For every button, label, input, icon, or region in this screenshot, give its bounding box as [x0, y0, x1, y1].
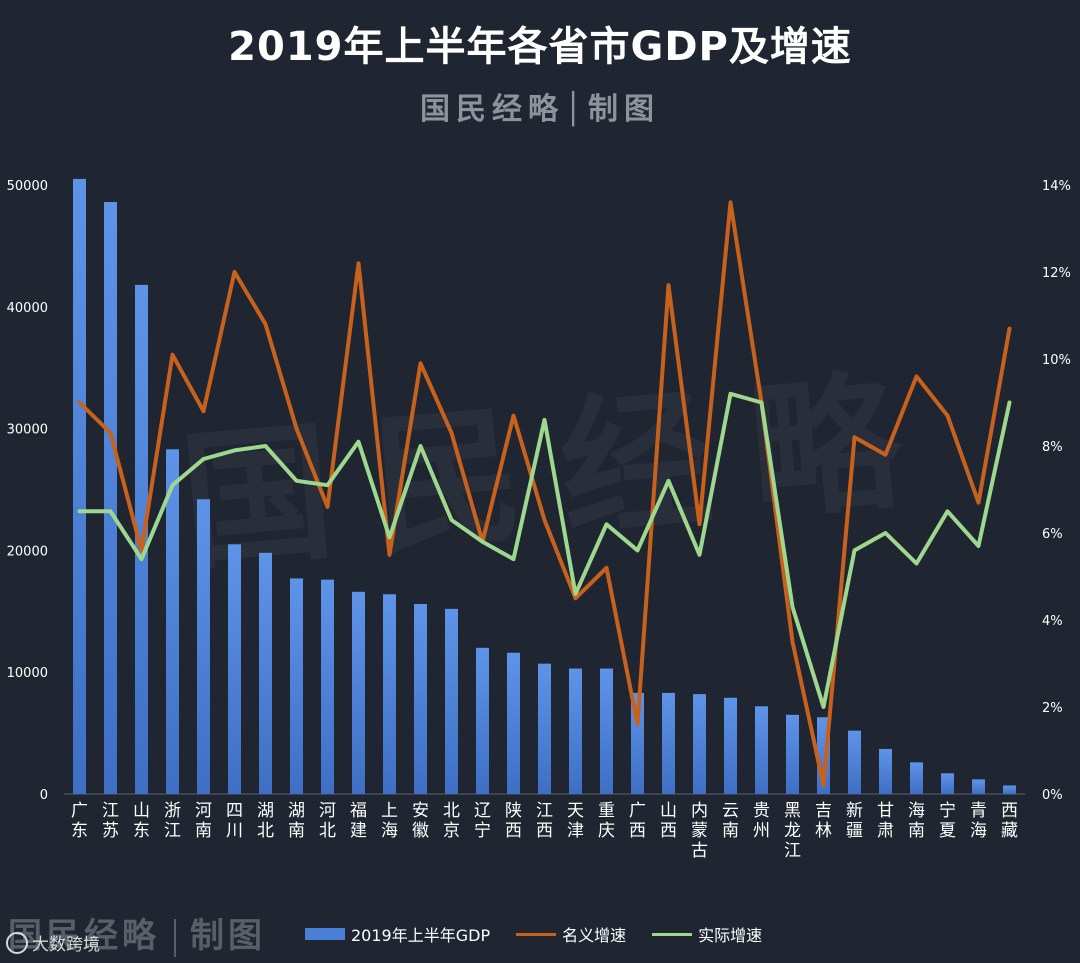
left-axis-tick-label: 50000: [7, 179, 48, 194]
x-axis-category-label: 贵州: [753, 801, 770, 841]
gdp-bar: [197, 499, 210, 794]
right-axis-tick-label: 4%: [1042, 614, 1063, 629]
right-axis-tick-label: 8%: [1042, 440, 1063, 455]
x-axis-category-label: 山西: [660, 801, 677, 841]
gdp-bar: [724, 697, 737, 794]
right-axis-tick-label: 10%: [1042, 353, 1071, 368]
gdp-bar: [879, 748, 892, 794]
x-axis-category-label: 江西: [536, 801, 553, 841]
x-axis-category-label: 陕西: [505, 801, 522, 841]
x-axis-category-label: 云南: [722, 801, 739, 841]
x-axis-category-label: 山东: [133, 801, 150, 841]
gdp-bar: [445, 608, 458, 794]
left-axis-tick-label: 40000: [7, 301, 48, 316]
right-axis-tick-label: 12%: [1042, 266, 1071, 281]
legend-item-real: 实际增速: [652, 922, 762, 946]
source-logo-icon: [6, 931, 28, 954]
x-axis-category-label: 吉林: [815, 801, 832, 841]
right-axis-tick-label: 6%: [1042, 527, 1063, 542]
x-axis-category-label: 黑龙江: [784, 801, 801, 861]
nominal-growth-line: [77, 200, 1012, 788]
x-axis-category-label: 新疆: [846, 801, 863, 841]
gdp-bar: [662, 692, 675, 794]
x-axis-category-label: 海南: [908, 801, 925, 841]
gdp-bar: [259, 552, 272, 794]
chart-area: 0 10000 20000 30000 40000 50000 0% 2% 4% 6% 8% 10%…: [7, 178, 1071, 861]
legend-swatch-real: [652, 932, 693, 936]
x-axis-category-label: 广东: [71, 801, 88, 841]
gdp-bar: [290, 578, 303, 794]
real-growth-line: [77, 391, 1012, 709]
gdp-bar: [166, 449, 179, 794]
legend-label-gdp: 2019年上半年GDP: [351, 926, 491, 945]
gdp-bar: [73, 178, 86, 794]
x-axis-category-label: 北京: [443, 801, 460, 841]
gdp-bar: [414, 603, 427, 794]
x-axis-category-label: 广西: [629, 801, 646, 841]
gdp-bar: [1003, 785, 1016, 794]
x-axis-category-label: 重庆: [598, 801, 615, 841]
left-axis-tick-label: 10000: [7, 666, 48, 681]
legend-swatch-nominal: [516, 932, 557, 936]
left-axis-tick-label: 20000: [7, 544, 48, 559]
x-axis-category-label: 内蒙古: [691, 801, 708, 861]
gdp-bar: [910, 762, 923, 794]
legend-swatch-gdp: [305, 928, 345, 940]
gdp-bar: [507, 652, 520, 794]
footer-brand-left: 国民经略: [8, 916, 160, 956]
gdp-bar: [383, 594, 396, 794]
x-axis-category-label: 西藏: [1001, 801, 1018, 841]
x-axis-category-label: 宁夏: [939, 801, 956, 841]
gdp-bar: [693, 694, 706, 794]
left-axis-tick-label: 30000: [7, 423, 48, 438]
footer-brand: 国民经略 制图: [8, 908, 266, 957]
footer-brand-right: 制图: [190, 916, 266, 956]
x-axis-category-label: 甘肃: [877, 801, 894, 841]
x-axis-category-label: 天津: [567, 801, 584, 841]
x-axis-category-label: 湖南: [288, 801, 305, 841]
gdp-bar: [600, 668, 613, 794]
x-axis-category-label: 湖北: [257, 801, 274, 841]
x-axis-category-label: 福建: [350, 801, 367, 841]
gdp-bar: [104, 202, 117, 794]
chart-title: 2019年上半年各省市GDP及增速: [228, 24, 852, 70]
x-axis-category-label: 上海: [381, 801, 398, 841]
source-badge: 大数跨境: [6, 930, 100, 955]
gdp-bar: [972, 779, 985, 794]
gdp-bar: [321, 579, 334, 794]
gdp-bar: [476, 647, 489, 794]
gdp-bar: [848, 730, 861, 794]
gdp-bar: [352, 591, 365, 794]
footer-brand-separator: [174, 919, 176, 957]
chart-subtitle: 国民经略│制图: [419, 92, 661, 127]
gdp-bar: [228, 544, 241, 794]
gdp-bar: [755, 706, 768, 794]
chart-legend: 2019年上半年GDP 名义增速 实际增速: [305, 922, 762, 946]
gdp-bar: [569, 668, 582, 794]
gdp-bar: [538, 663, 551, 794]
right-axis-tick-label: 2%: [1042, 701, 1063, 716]
x-axis-category-label: 辽宁: [474, 801, 491, 841]
x-axis-category-label: 河南: [195, 801, 212, 841]
x-axis-category-label: 青海: [970, 801, 987, 841]
x-axis-category-label: 河北: [319, 801, 336, 841]
right-axis-tick-label: 0%: [1042, 788, 1063, 803]
x-axis-category-label: 四川: [226, 801, 243, 841]
x-axis-category-label: 安徽: [412, 801, 429, 841]
right-axis-tick-label: 14%: [1042, 179, 1071, 194]
source-label: 大数跨境: [32, 935, 100, 955]
legend-label-nominal: 名义增速: [562, 926, 627, 945]
legend-label-real: 实际增速: [698, 926, 763, 945]
legend-item-gdp: 2019年上半年GDP: [305, 922, 490, 946]
legend-item-nominal: 名义增速: [516, 922, 626, 946]
left-axis-tick-label: 0: [40, 788, 48, 803]
x-axis-category-label: 江苏: [102, 801, 119, 841]
gdp-bar: [786, 714, 799, 794]
gdp-bar: [941, 773, 954, 794]
x-axis-category-label: 浙江: [164, 801, 181, 841]
